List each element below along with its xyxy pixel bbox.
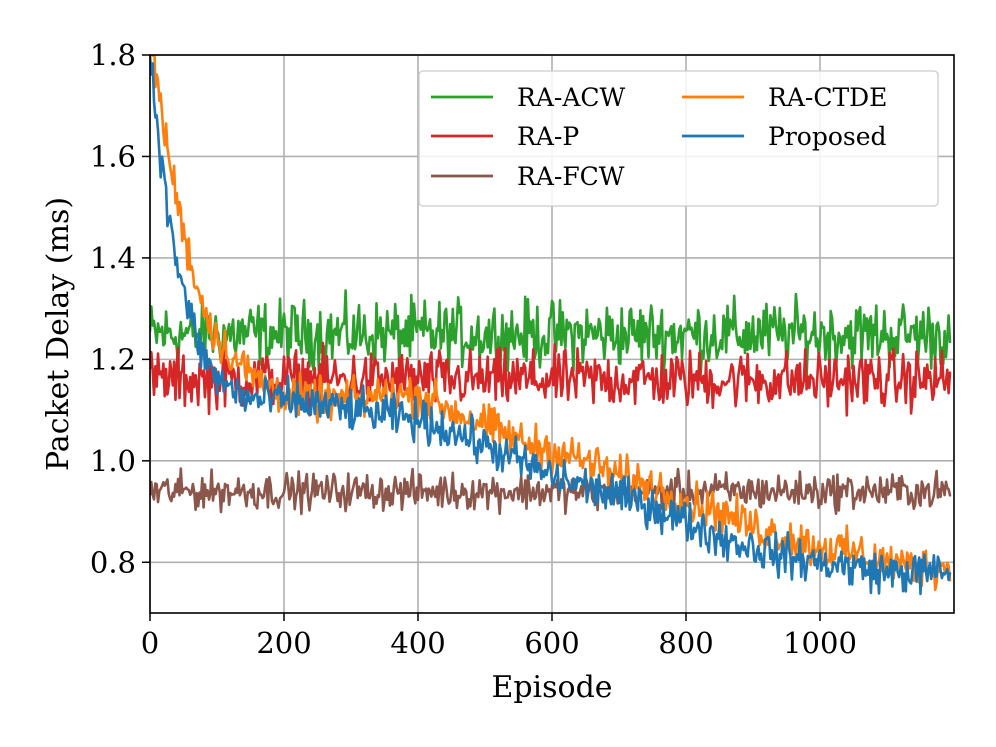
series-layer <box>150 55 952 596</box>
ticks: 0 200 400 600 800 1000 0.8 1.0 1.2 1.4 1.6 1.8 <box>90 38 857 660</box>
x-axis-title: Episode <box>491 670 612 705</box>
series-line-ra-fcw <box>150 467 952 516</box>
legend-label: RA-ACW <box>517 83 626 112</box>
series-line-ra-acw <box>150 289 952 382</box>
x-tick-label: 1000 <box>783 626 857 660</box>
series-line-proposed <box>150 55 952 596</box>
legend-entry: Proposed <box>682 122 887 151</box>
y-tick-label: 0.8 <box>90 545 136 579</box>
legend-items: RA-ACW RA-P RA-FCW RA-CTDE Proposed <box>431 83 887 191</box>
y-tick-label: 1.0 <box>90 444 136 478</box>
legend-entry: RA-FCW <box>431 162 625 191</box>
legend-label: RA-P <box>517 122 579 151</box>
legend-entry: RA-CTDE <box>682 83 887 112</box>
y-tick-label: 1.4 <box>90 241 136 275</box>
legend-label: RA-CTDE <box>768 83 887 112</box>
x-tick-label: 800 <box>658 626 713 660</box>
x-tick-label: 600 <box>524 626 579 660</box>
legend-entry: RA-ACW <box>431 83 626 112</box>
y-tick-label: 1.2 <box>90 342 136 376</box>
x-tick-label: 0 <box>141 626 159 660</box>
legend: RA-ACW RA-P RA-FCW RA-CTDE Proposed <box>418 70 939 207</box>
legend-box <box>418 70 939 207</box>
x-tick-label: 200 <box>256 626 311 660</box>
legend-label: RA-FCW <box>517 162 625 191</box>
x-tick-label: 400 <box>390 626 445 660</box>
legend-label: Proposed <box>768 122 887 151</box>
y-tick-label: 1.8 <box>90 38 136 72</box>
y-axis-title: Packet Delay (ms) <box>41 197 76 471</box>
legend-entry: RA-P <box>431 122 579 151</box>
series-line-ra-p <box>150 341 952 417</box>
y-tick-label: 1.6 <box>90 139 136 173</box>
